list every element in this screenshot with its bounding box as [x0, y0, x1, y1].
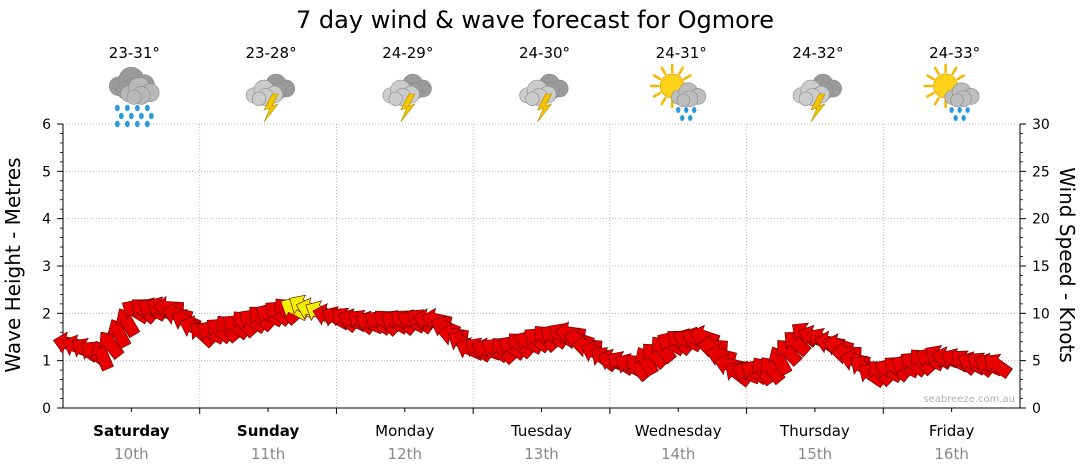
thunderstorm-icon	[245, 73, 296, 123]
day-temperature: 23-31°	[109, 44, 160, 62]
day-name: Friday	[929, 422, 975, 440]
right-tick-label: 30	[1032, 117, 1050, 133]
grid-lines	[63, 123, 1020, 408]
day-temperature: 24-33°	[929, 44, 980, 62]
credit-watermark: seabreeze.com.au	[923, 394, 1015, 405]
wind-arrows	[52, 294, 1013, 389]
day-temperature: 24-29°	[382, 44, 433, 62]
day-temperature: 23-28°	[246, 44, 297, 62]
left-tick-label: 6	[42, 117, 51, 133]
left-tick-label: 1	[42, 354, 51, 370]
wind-arrow	[984, 353, 1013, 379]
thunderstorm-icon	[792, 73, 842, 123]
wind-arrow	[784, 332, 812, 358]
day-date: 12th	[388, 445, 422, 463]
day-name: Thursday	[779, 422, 850, 440]
right-tick-label: 15	[1032, 259, 1050, 275]
day-name: Saturday	[93, 422, 170, 440]
sun-shower-icon	[923, 63, 980, 121]
right-axis-title: Wind Speed - Knots	[1055, 167, 1079, 363]
right-tick-label: 25	[1032, 164, 1050, 180]
day-name: Tuesday	[510, 422, 572, 440]
sun-shower-icon	[649, 63, 707, 121]
day-date: 11th	[251, 445, 285, 463]
left-axis-title: Wave Height - Metres	[1, 157, 25, 372]
chart-title: 7 day wind & wave forecast for Ogmore	[296, 6, 774, 34]
right-tick-label: 5	[1032, 354, 1041, 370]
day-date: 13th	[524, 445, 558, 463]
right-axis: 0 5 10 15 20 25 30	[1020, 117, 1050, 417]
day-date: 15th	[798, 445, 832, 463]
day-headers: 23-31° Saturday 10th 23-28° Sunday 11th 24-29°…	[93, 44, 980, 463]
day-temperature: 24-30°	[519, 44, 570, 62]
right-tick-label: 0	[1032, 401, 1041, 417]
day-name: Sunday	[237, 422, 300, 440]
thunderstorm-icon	[382, 73, 432, 123]
day-temperature: 24-32°	[792, 44, 843, 62]
thunderstorm-icon	[519, 73, 569, 123]
day-date: 14th	[661, 445, 695, 463]
day-date: 16th	[934, 445, 968, 463]
day-name: Monday	[375, 422, 434, 440]
left-tick-label: 0	[42, 401, 51, 417]
left-tick-label: 3	[42, 259, 51, 275]
left-tick-label: 4	[42, 212, 51, 228]
day-date: 10th	[114, 445, 148, 463]
left-tick-label: 5	[42, 164, 51, 180]
left-tick-label: 2	[42, 306, 51, 322]
rain-cloud-icon	[109, 67, 160, 128]
day-name: Wednesday	[635, 422, 722, 440]
right-tick-label: 10	[1032, 306, 1050, 322]
day-temperature: 24-31°	[656, 44, 707, 62]
right-tick-label: 20	[1032, 212, 1050, 228]
left-axis: 0 1 2 3 4 5 6	[42, 117, 63, 417]
